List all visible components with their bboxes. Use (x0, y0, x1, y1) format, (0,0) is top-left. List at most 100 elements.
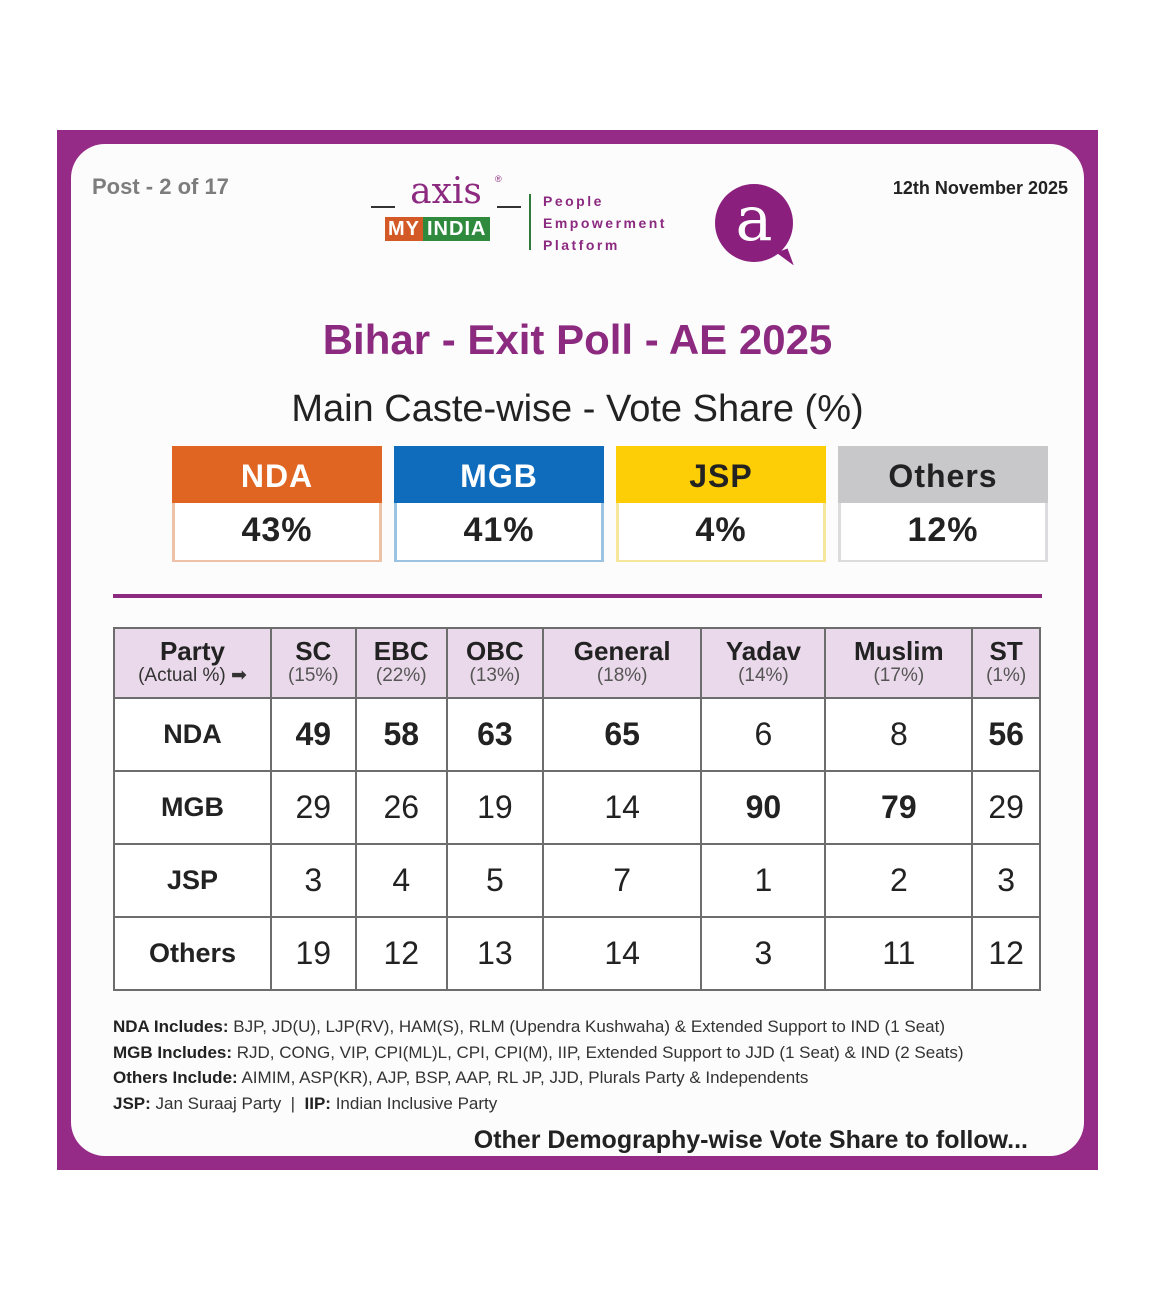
actual-pct-label: (Actual %) ➡ (115, 664, 270, 688)
post-counter: Post - 2 of 17 (92, 174, 229, 199)
my-india-badge: MY INDIA (385, 217, 491, 241)
table-cell: 19 (445, 770, 544, 845)
note-label: JSP: (113, 1093, 151, 1113)
note-nda: NDA Includes: BJP, JD(U), LJP(RV), HAM(S… (113, 1014, 964, 1040)
footnotes: NDA Includes: BJP, JD(U), LJP(RV), HAM(S… (113, 1014, 964, 1116)
table-cell: 7 (541, 843, 703, 918)
table-cell: 2 (824, 843, 974, 918)
note-abbreviations: JSP: Jan Suraaj Party | IIP: Indian Incl… (113, 1091, 964, 1117)
column-header-ebc: EBC (22%) (354, 627, 448, 699)
summary-share-value: 41% (397, 503, 601, 560)
column-actual-pct: (15%) (287, 665, 339, 686)
note-text: AIMIM, ASP(KR), AJP, BSP, AAP, RL JP, JJ… (237, 1068, 809, 1087)
column-header-obc: OBC (13%) (445, 627, 544, 699)
column-header-sc: SC (15%) (270, 627, 357, 699)
table-row-mgb: MGB 29 26 19 14 90 79 29 (113, 770, 1041, 845)
note-others: Others Include: AIMIM, ASP(KR), AJP, BSP… (113, 1065, 964, 1091)
tagline-line: People (543, 193, 604, 209)
table-cell: 65 (541, 697, 703, 772)
note-text: RJD, CONG, VIP, CPI(ML)L, CPI, CPI(M), I… (232, 1042, 964, 1062)
summary-party-label: MGB (394, 446, 604, 503)
table-cell: 58 (354, 697, 448, 772)
row-party-label: Others (113, 916, 272, 991)
note-label: MGB Includes: (113, 1042, 233, 1062)
summary-box-jsp: JSP 4% (616, 446, 826, 562)
table-cell: 5 (445, 843, 544, 918)
note-text: BJP, JD(U), LJP(RV), HAM(S), RLM (Upendr… (228, 1017, 946, 1036)
column-actual-pct: (22%) (375, 665, 427, 686)
page-subtitle: Main Caste-wise - Vote Share (%) (291, 388, 864, 430)
column-actual-pct: (13%) (469, 665, 521, 686)
row-party-label: JSP (113, 843, 272, 918)
summary-box-others: Others 12% (838, 446, 1048, 562)
logo-divider (529, 194, 531, 250)
registered-mark: ® (495, 174, 502, 184)
summary-party-label: Others (838, 446, 1048, 503)
note-label: Others Include: (113, 1068, 238, 1087)
column-name: SC (295, 636, 332, 666)
table-cell: 14 (541, 916, 703, 991)
axis-my-india-logo: axis ® MY INDIA People Empowerment Platf… (371, 172, 801, 262)
purple-frame: Post - 2 of 17 12th November 2025 axis ®… (57, 130, 1098, 1170)
column-actual-pct: (14%) (738, 665, 789, 686)
table-cell: 8 (824, 697, 974, 772)
column-name: Muslim (854, 636, 944, 666)
column-name: ST (989, 636, 1023, 666)
india-text: INDIA (423, 217, 491, 241)
party-column-header: Party (Actual %) ➡ (113, 627, 272, 699)
overall-vote-share-summary: NDA 43% MGB 41% JSP 4% Others 12% (172, 446, 1048, 562)
actual-pct-text: (Actual %) (138, 665, 226, 686)
summary-box-nda: NDA 43% (172, 446, 382, 562)
table-cell: 3 (270, 843, 357, 918)
table-row-nda: NDA 49 58 63 65 6 8 56 (113, 697, 1041, 772)
tagline-line: Empowerment (543, 215, 667, 231)
column-name: Yadav (725, 636, 801, 666)
section-divider (113, 594, 1042, 598)
table-cell: 63 (445, 697, 544, 772)
table-header-row: Party (Actual %) ➡ SC (15%) EBC (22%) OBC (13… (113, 627, 1041, 699)
a-speech-bubble-icon: a (715, 184, 793, 262)
table-cell: 29 (270, 770, 357, 845)
table-cell: 3 (971, 843, 1041, 918)
table-cell: 26 (354, 770, 448, 845)
table-cell: 3 (700, 916, 827, 991)
table-cell: 12 (971, 916, 1041, 991)
note-label: IIP: (304, 1093, 331, 1113)
column-actual-pct: (1%) (986, 665, 1027, 686)
summary-share-value: 12% (841, 503, 1045, 560)
table-cell: 19 (270, 916, 357, 991)
summary-party-label: NDA (172, 446, 382, 503)
caste-vote-share-table: Party (Actual %) ➡ SC (15%) EBC (22%) OBC (13… (113, 627, 1041, 991)
note-mgb: MGB Includes: RJD, CONG, VIP, CPI(ML)L, … (113, 1040, 964, 1066)
table-cell: 11 (824, 916, 974, 991)
column-name: General (573, 636, 671, 666)
my-text: MY (385, 217, 423, 241)
table-cell: 1 (700, 843, 827, 918)
follow-up-note: Other Demography-wise Vote Share to foll… (473, 1126, 1028, 1154)
date-label: 12th November 2025 (892, 178, 1068, 198)
party-header-label: Party (159, 636, 226, 666)
content-card: Post - 2 of 17 12th November 2025 axis ®… (71, 144, 1084, 1156)
logo-tagline: People Empowerment Platform (543, 190, 667, 256)
axis-wordmark: axis (371, 172, 521, 212)
right-arrow-icon: ➡ (231, 665, 247, 686)
note-text: Jan Suraaj Party | (150, 1093, 305, 1113)
column-actual-pct: (18%) (596, 665, 648, 686)
row-party-label: NDA (113, 697, 272, 772)
table-cell: 90 (700, 770, 827, 845)
table-cell: 14 (541, 770, 703, 845)
table-cell: 13 (445, 916, 544, 991)
table-cell: 29 (971, 770, 1041, 845)
page-title: Bihar - Exit Poll - AE 2025 (322, 316, 833, 363)
column-actual-pct: (17%) (873, 665, 925, 686)
tagline-line: Platform (543, 237, 620, 253)
note-label: NDA Includes: (113, 1017, 229, 1036)
table-row-others: Others 19 12 13 14 3 11 12 (113, 916, 1041, 991)
note-text: Indian Inclusive Party (330, 1093, 498, 1113)
column-header-general: General (18%) (541, 627, 703, 699)
column-name: OBC (465, 636, 524, 666)
summary-box-mgb: MGB 41% (394, 446, 604, 562)
table-cell: 4 (354, 843, 448, 918)
summary-share-value: 43% (175, 503, 379, 560)
table-cell: 56 (971, 697, 1041, 772)
